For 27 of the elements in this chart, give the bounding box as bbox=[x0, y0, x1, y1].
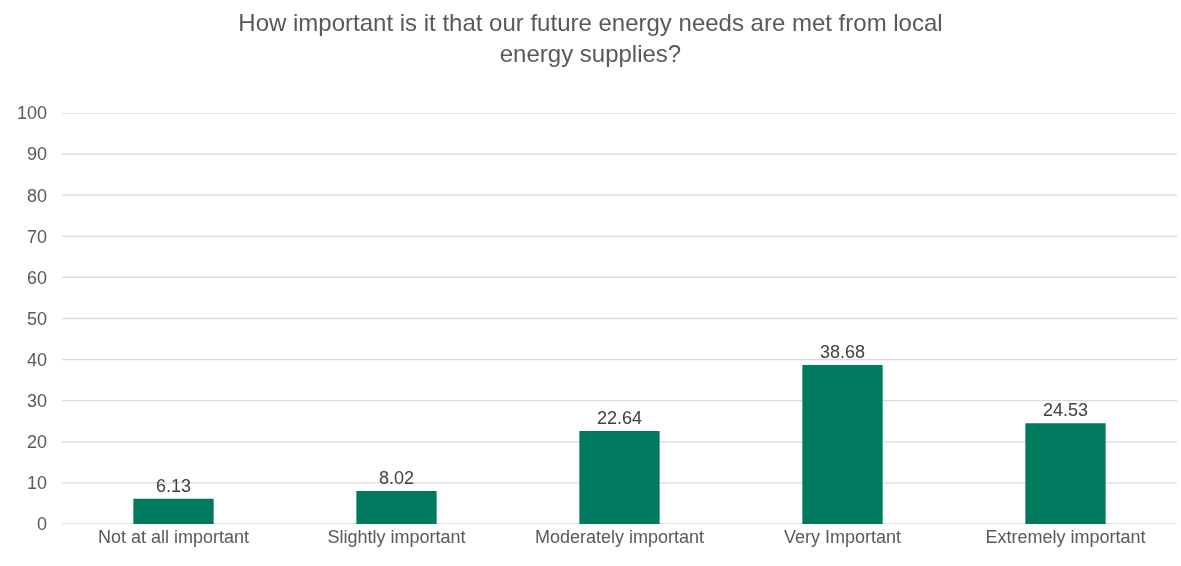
y-tick-label: 0 bbox=[36, 514, 47, 535]
y-tick-label: 90 bbox=[26, 144, 47, 165]
x-tick-label: Slightly important bbox=[327, 527, 466, 547]
bar bbox=[133, 498, 214, 524]
y-tick-label: 40 bbox=[26, 349, 47, 370]
data-label: 22.64 bbox=[596, 407, 643, 428]
data-label: 8.02 bbox=[378, 468, 415, 489]
x-tick-label: Extremely important bbox=[985, 527, 1146, 547]
x-tick-label: Not at all important bbox=[97, 527, 250, 547]
x-tick-label: Very Important bbox=[783, 527, 902, 547]
data-label: 6.13 bbox=[155, 475, 192, 496]
chart-title: How important is it that our future energy needs are met from local energy supplies? bbox=[238, 9, 943, 68]
y-tick-label: 100 bbox=[16, 103, 47, 124]
x-tick-label: Moderately important bbox=[534, 527, 705, 547]
y-tick-label: 10 bbox=[26, 473, 47, 494]
bar bbox=[579, 430, 660, 524]
y-tick-label: 80 bbox=[26, 185, 47, 206]
y-tick-label: 20 bbox=[26, 432, 47, 453]
y-tick-label: 30 bbox=[26, 391, 47, 411]
y-tick-label: 60 bbox=[26, 267, 47, 288]
data-label: 24.53 bbox=[1042, 400, 1089, 421]
bar bbox=[1025, 423, 1106, 524]
y-tick-label: 50 bbox=[26, 308, 47, 329]
y-tick-label: 70 bbox=[26, 226, 47, 247]
bar bbox=[802, 365, 883, 524]
data-label: 38.68 bbox=[819, 342, 866, 363]
bar bbox=[356, 491, 437, 524]
